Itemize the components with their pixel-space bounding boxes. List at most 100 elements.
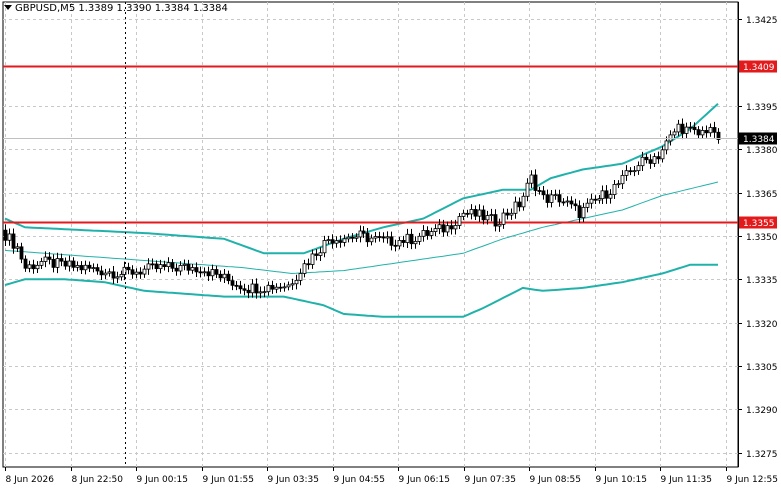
candle-body xyxy=(166,262,171,267)
candle-body xyxy=(513,201,518,214)
candle-body xyxy=(493,214,498,227)
candle-body xyxy=(593,198,598,201)
candle-body xyxy=(218,273,223,279)
candle-body xyxy=(425,230,430,236)
y-tick-label: 1.3425 xyxy=(746,16,778,26)
candle-body xyxy=(700,130,705,136)
candle-body xyxy=(417,235,422,242)
candle-body xyxy=(222,273,227,279)
candle-body xyxy=(437,224,442,230)
candle-body xyxy=(87,264,92,269)
x-tick-label: 9 Jun 10:15 xyxy=(596,475,647,485)
candle-body xyxy=(55,258,60,268)
candle-body xyxy=(537,190,542,192)
candle-body xyxy=(481,209,486,221)
candle-body xyxy=(553,194,558,197)
candle-body xyxy=(433,228,438,232)
candle-body xyxy=(83,264,88,271)
candle-body xyxy=(624,170,629,176)
candle-body xyxy=(99,270,104,276)
candle-body xyxy=(489,214,494,216)
candle-body xyxy=(346,236,351,240)
candle-body xyxy=(704,130,709,134)
candle-body xyxy=(620,174,625,185)
candle-body xyxy=(664,140,669,151)
candle-body xyxy=(35,264,40,270)
band-line-lower_band xyxy=(4,263,718,318)
candle-body xyxy=(461,212,466,217)
candle-body xyxy=(11,233,16,249)
candle-body xyxy=(545,194,550,203)
candle-body xyxy=(497,223,502,227)
candle-body xyxy=(134,271,139,275)
candle-body xyxy=(71,260,76,268)
candle-body xyxy=(684,126,689,134)
candle-body xyxy=(294,279,299,285)
candle-body xyxy=(342,238,347,243)
candle-body xyxy=(712,127,717,133)
candle-body xyxy=(270,284,275,290)
candle-body xyxy=(19,246,24,260)
candle-body xyxy=(103,272,108,276)
candle-body xyxy=(338,240,343,243)
candle-body xyxy=(242,288,247,291)
candle-body xyxy=(146,263,151,270)
level-label: 1.3409 xyxy=(743,63,775,73)
candle-body xyxy=(43,256,48,262)
y-tick-label: 1.3395 xyxy=(746,103,778,113)
candle-body xyxy=(441,224,446,233)
candle-body xyxy=(206,271,211,277)
candle-body xyxy=(369,237,374,243)
y-tick-label: 1.3290 xyxy=(746,406,778,416)
x-tick-label: 9 Jun 12:55 xyxy=(727,475,778,485)
y-tick-label: 1.3380 xyxy=(746,146,778,156)
candle-body xyxy=(445,225,450,233)
candle-body xyxy=(15,246,20,249)
candle-body xyxy=(178,265,183,272)
candle-body xyxy=(501,212,506,225)
dropdown-triangle-icon[interactable] xyxy=(4,5,12,10)
candle-body xyxy=(373,236,378,239)
candle-body xyxy=(577,205,582,219)
candle-body xyxy=(648,159,653,164)
candle-body xyxy=(111,271,116,279)
candle-body xyxy=(238,285,243,290)
x-tick-label: 9 Jun 08:55 xyxy=(530,475,581,485)
candle-body xyxy=(409,233,414,245)
candle-body xyxy=(302,263,307,274)
candle-body xyxy=(585,202,590,208)
candle-body xyxy=(250,283,255,294)
candle-body xyxy=(162,264,167,267)
candle-body xyxy=(214,269,219,275)
candle-body xyxy=(95,267,100,272)
x-tick-label: 9 Jun 04:55 xyxy=(334,475,385,485)
chart-header: GBPUSD,M5 1.3389 1.3390 1.3384 1.3384 xyxy=(4,3,228,14)
candle-body xyxy=(234,284,239,287)
candle-body xyxy=(541,190,546,196)
y-tick-label: 1.3350 xyxy=(746,233,778,243)
y-tick-label: 1.3335 xyxy=(746,276,778,286)
y-tick-label: 1.3305 xyxy=(746,363,778,373)
candle-body xyxy=(505,212,510,216)
candle-body xyxy=(226,273,231,282)
candle-body xyxy=(7,233,12,241)
candle-body xyxy=(636,165,641,172)
candle-body xyxy=(318,252,323,256)
candle-body xyxy=(509,212,514,216)
candle-body xyxy=(377,236,382,238)
candle-body xyxy=(632,170,637,173)
level-label-box xyxy=(739,60,777,73)
candle-body xyxy=(429,231,434,236)
candle-body xyxy=(644,156,649,161)
candle-body xyxy=(565,200,570,203)
ohlc-label: 1.3389 1.3390 1.3384 1.3384 xyxy=(78,3,228,14)
candle-body xyxy=(246,289,251,294)
plot-frame xyxy=(2,1,739,468)
candle-body xyxy=(47,256,52,260)
candle-body xyxy=(688,126,693,129)
candle-body xyxy=(354,236,359,239)
band-line-middle_band xyxy=(4,181,719,275)
candle-body xyxy=(676,123,681,133)
